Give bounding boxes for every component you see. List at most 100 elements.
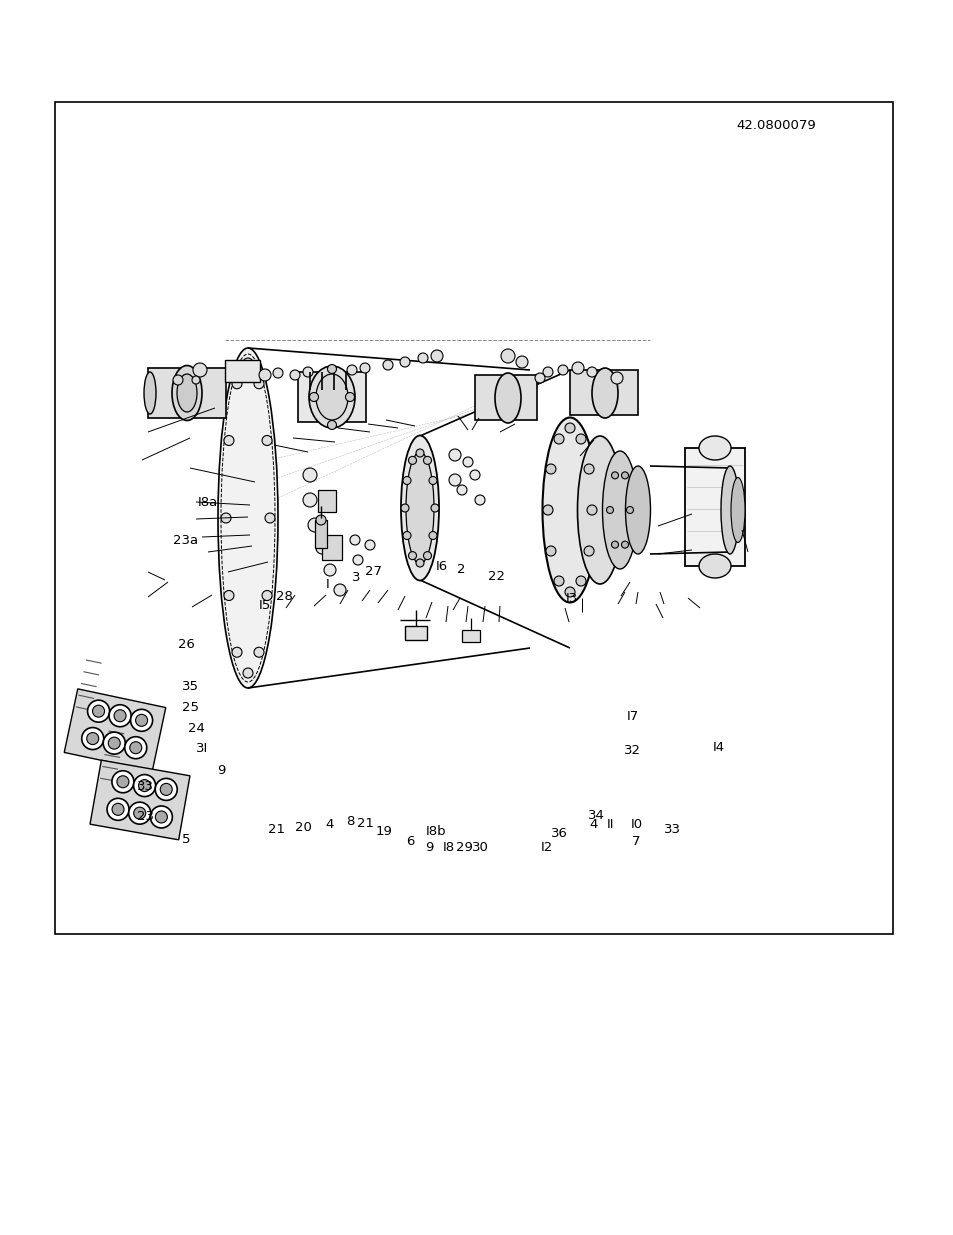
Text: 4: 4 — [589, 819, 597, 831]
Circle shape — [516, 356, 527, 368]
Circle shape — [232, 379, 242, 389]
Circle shape — [151, 806, 172, 827]
Circle shape — [572, 362, 583, 374]
Circle shape — [417, 353, 428, 363]
Text: 32: 32 — [623, 745, 640, 757]
Ellipse shape — [699, 555, 730, 578]
Circle shape — [620, 541, 628, 548]
Circle shape — [449, 474, 460, 487]
Circle shape — [429, 531, 436, 540]
Text: 27: 27 — [364, 566, 381, 578]
Text: 28: 28 — [275, 590, 293, 603]
Circle shape — [88, 700, 110, 722]
Text: 20: 20 — [294, 821, 312, 834]
Bar — [148, 368, 226, 417]
Circle shape — [103, 732, 125, 755]
Circle shape — [400, 504, 409, 513]
Circle shape — [135, 714, 148, 726]
Circle shape — [456, 485, 467, 495]
Text: 23a: 23a — [172, 535, 197, 547]
Circle shape — [576, 433, 585, 445]
Circle shape — [545, 546, 556, 556]
Circle shape — [109, 705, 131, 726]
Text: 26: 26 — [177, 638, 194, 651]
Circle shape — [365, 540, 375, 550]
Bar — [405, 626, 427, 640]
Circle shape — [87, 732, 98, 745]
Text: 29: 29 — [456, 841, 473, 853]
Circle shape — [221, 513, 231, 522]
Text: 19: 19 — [375, 825, 392, 837]
Circle shape — [611, 541, 618, 548]
Circle shape — [431, 350, 442, 362]
Text: 6: 6 — [406, 835, 414, 847]
Circle shape — [576, 576, 585, 587]
Text: 30: 30 — [472, 841, 489, 853]
Circle shape — [265, 513, 274, 522]
Ellipse shape — [177, 374, 196, 412]
Circle shape — [315, 542, 328, 555]
Circle shape — [193, 363, 207, 377]
Circle shape — [324, 564, 335, 576]
Circle shape — [564, 587, 575, 597]
Text: 33: 33 — [137, 781, 154, 793]
Circle shape — [470, 471, 479, 480]
Bar — [322, 535, 341, 559]
Circle shape — [500, 350, 515, 363]
Text: I8: I8 — [442, 841, 454, 853]
Text: 21: 21 — [268, 824, 285, 836]
Circle shape — [542, 505, 553, 515]
Text: I3: I3 — [565, 593, 577, 605]
Circle shape — [327, 420, 336, 430]
Text: 5: 5 — [182, 834, 190, 846]
Circle shape — [545, 464, 556, 474]
Circle shape — [108, 737, 120, 750]
Text: 42.0800079: 42.0800079 — [735, 120, 815, 132]
Circle shape — [583, 546, 594, 556]
Ellipse shape — [218, 348, 277, 688]
Circle shape — [133, 808, 146, 819]
Bar — [225, 359, 260, 382]
Circle shape — [129, 803, 151, 824]
Ellipse shape — [542, 417, 597, 603]
Circle shape — [353, 555, 363, 564]
Circle shape — [564, 424, 575, 433]
Circle shape — [327, 364, 336, 373]
Circle shape — [583, 464, 594, 474]
Circle shape — [273, 368, 283, 378]
Polygon shape — [64, 689, 166, 771]
Circle shape — [155, 778, 177, 800]
Circle shape — [133, 774, 155, 797]
Ellipse shape — [592, 368, 618, 417]
Circle shape — [303, 493, 316, 508]
Circle shape — [475, 495, 484, 505]
Circle shape — [232, 647, 242, 657]
Circle shape — [130, 742, 142, 753]
Circle shape — [611, 472, 618, 479]
Circle shape — [345, 393, 355, 401]
Text: 9: 9 — [425, 841, 433, 853]
Circle shape — [308, 517, 322, 532]
Ellipse shape — [315, 374, 348, 420]
Polygon shape — [90, 761, 190, 840]
Circle shape — [138, 779, 151, 792]
Circle shape — [303, 468, 316, 482]
Circle shape — [558, 366, 567, 375]
Text: 4: 4 — [325, 819, 333, 831]
Text: 9: 9 — [217, 764, 225, 777]
Circle shape — [253, 647, 264, 657]
Circle shape — [334, 584, 346, 597]
Text: I6: I6 — [436, 561, 447, 573]
Circle shape — [224, 590, 233, 600]
Circle shape — [408, 457, 416, 464]
Text: 2: 2 — [457, 563, 465, 576]
Circle shape — [253, 379, 264, 389]
Circle shape — [172, 375, 183, 385]
Bar — [684, 448, 744, 566]
Text: 34: 34 — [587, 809, 604, 821]
Circle shape — [243, 668, 253, 678]
Circle shape — [92, 705, 105, 718]
Text: I7: I7 — [626, 710, 638, 722]
Text: I0: I0 — [631, 819, 642, 831]
Ellipse shape — [720, 466, 739, 555]
